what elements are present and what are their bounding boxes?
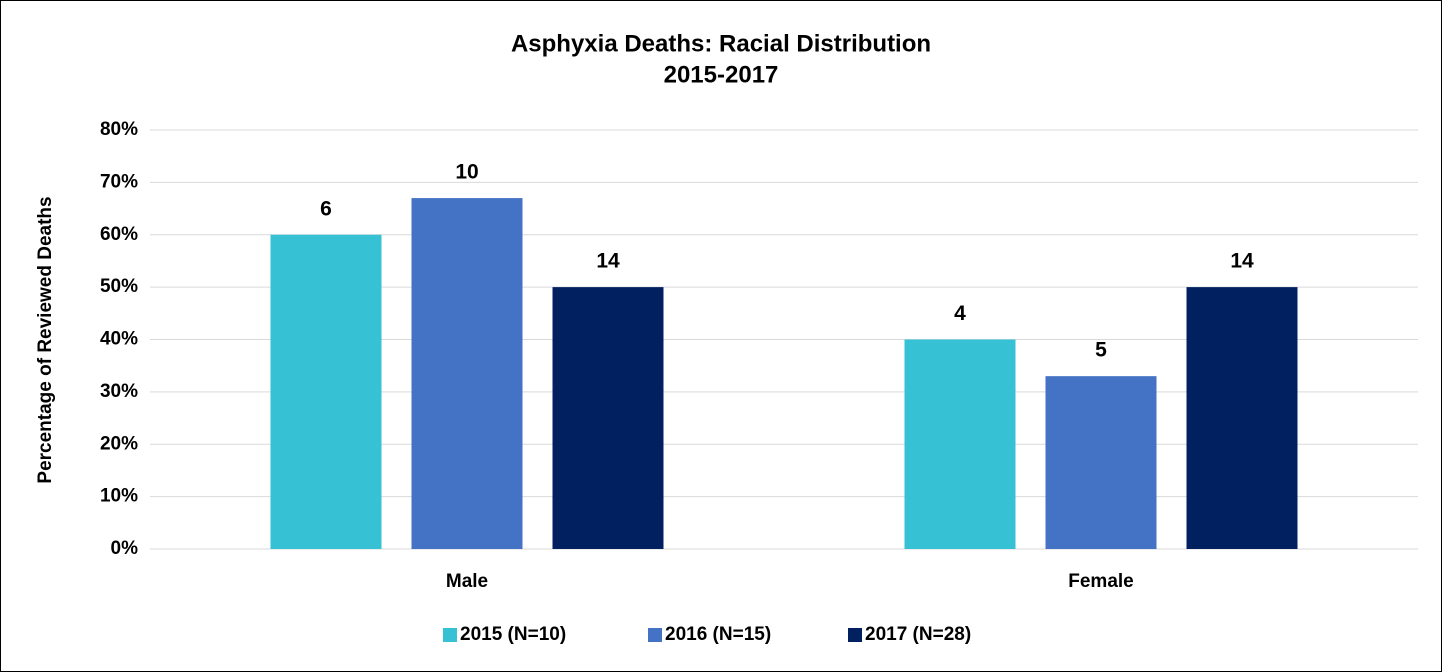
legend-swatch xyxy=(648,628,662,642)
data-label: 6 xyxy=(320,197,332,220)
y-tick-label: 10% xyxy=(100,486,138,507)
legend-label: 2016 (N=15) xyxy=(665,624,771,645)
legend-label: 2015 (N=10) xyxy=(460,624,566,645)
bar xyxy=(904,339,1016,549)
legend-swatch xyxy=(848,628,862,642)
data-label: 10 xyxy=(455,161,478,184)
bar xyxy=(1045,376,1157,549)
x-tick-label: Male xyxy=(446,571,488,592)
data-label: 14 xyxy=(596,250,620,273)
x-tick-label: Female xyxy=(1068,571,1133,592)
y-axis-label: Percentage of Reviewed Deaths xyxy=(35,196,56,483)
y-tick-label: 80% xyxy=(100,119,138,140)
y-tick-label: 50% xyxy=(100,276,138,297)
data-label: 5 xyxy=(1095,339,1107,362)
legend-label: 2017 (N=28) xyxy=(865,624,971,645)
y-tick-label: 40% xyxy=(100,329,138,350)
y-tick-label: 70% xyxy=(100,171,138,192)
y-tick-label: 60% xyxy=(100,224,138,245)
y-tick-label: 0% xyxy=(111,538,139,559)
chart-subtitle: 2015-2017 xyxy=(664,61,779,88)
bar xyxy=(1186,287,1298,549)
bar xyxy=(552,287,664,549)
bar xyxy=(411,198,523,549)
y-tick-label: 20% xyxy=(100,433,138,454)
chart-title: Asphyxia Deaths: Racial Distribution xyxy=(511,30,931,57)
bar xyxy=(270,234,382,549)
data-label: 14 xyxy=(1230,250,1254,273)
data-label: 4 xyxy=(954,302,966,325)
y-tick-label: 30% xyxy=(100,381,138,402)
legend-swatch xyxy=(443,628,457,642)
